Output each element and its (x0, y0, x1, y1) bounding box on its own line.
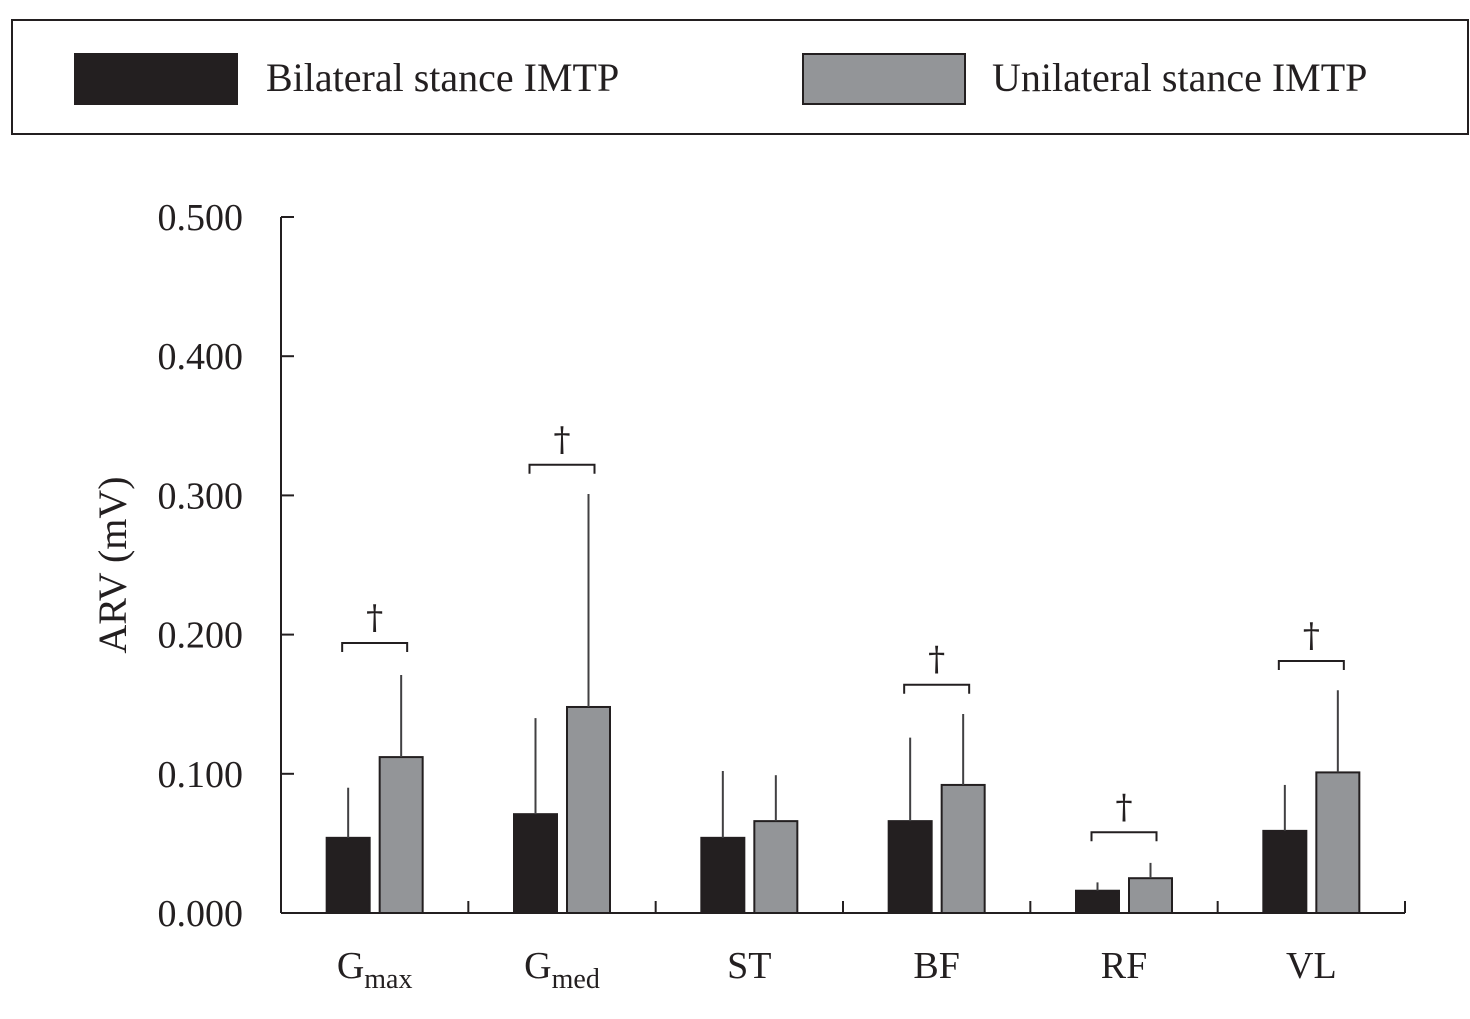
bar-bilateral-5 (1262, 829, 1308, 915)
legend-box (11, 19, 1469, 135)
significance-bracket-0 (341, 641, 409, 652)
significance-bracket-1 (528, 463, 596, 474)
y-tick-label-4: 0.400 (158, 336, 244, 378)
x-tick-label-5: VL (1286, 945, 1337, 987)
bar-bilateral-1 (513, 813, 558, 915)
legend-swatch-unilateral (802, 53, 966, 105)
x-tick-label-0: Gmax (337, 945, 413, 995)
x-tick-label-2: ST (727, 945, 771, 987)
x-tick-label-3: BF (913, 945, 959, 987)
legend-label-unilateral: Unilateral stance IMTP (992, 55, 1367, 100)
bar-unilateral-4 (1128, 877, 1173, 915)
bar-bilateral-3 (887, 820, 933, 914)
plot-area: 0.000 0.100 0.200 0.300 0.400 0.500 Gmax Gmed ST… (158, 197, 1406, 995)
bar-bilateral-0 (325, 836, 371, 914)
y-tick-label-0: 0.000 (158, 893, 244, 935)
y-tick-label-2: 0.200 (158, 615, 244, 657)
bar-unilateral-0 (378, 756, 424, 915)
x-tick-label-1: Gmed (524, 945, 600, 995)
bar-bilateral-2 (700, 836, 746, 914)
significance-bracket-5 (1277, 660, 1345, 671)
significance-dagger-4: † (1116, 787, 1133, 827)
y-axis-label: ARV (mV) (90, 476, 135, 653)
bar-unilateral-3 (940, 783, 986, 914)
significance-dagger-0: † (366, 598, 383, 638)
y-tick-label-1: 0.100 (158, 754, 244, 796)
y-tick-label-3: 0.300 (158, 475, 244, 517)
y-tick-label-5: 0.500 (158, 197, 244, 239)
significance-dagger-5: † (1303, 616, 1320, 656)
x-tick-label-4: RF (1101, 945, 1147, 987)
significance-bracket-4 (1090, 831, 1158, 842)
bar-unilateral-5 (1315, 771, 1361, 915)
significance-dagger-3: † (928, 640, 945, 680)
legend: Bilateral stance IMTP Unilateral stance … (11, 19, 1469, 135)
bar-unilateral-2 (753, 820, 799, 914)
legend-swatch-bilateral (74, 53, 238, 105)
bar-unilateral-1 (566, 705, 611, 915)
significance-dagger-1: † (554, 420, 571, 460)
bar-bilateral-4 (1075, 889, 1120, 915)
significance-bracket-3 (903, 683, 971, 694)
legend-label-bilateral: Bilateral stance IMTP (266, 55, 619, 100)
